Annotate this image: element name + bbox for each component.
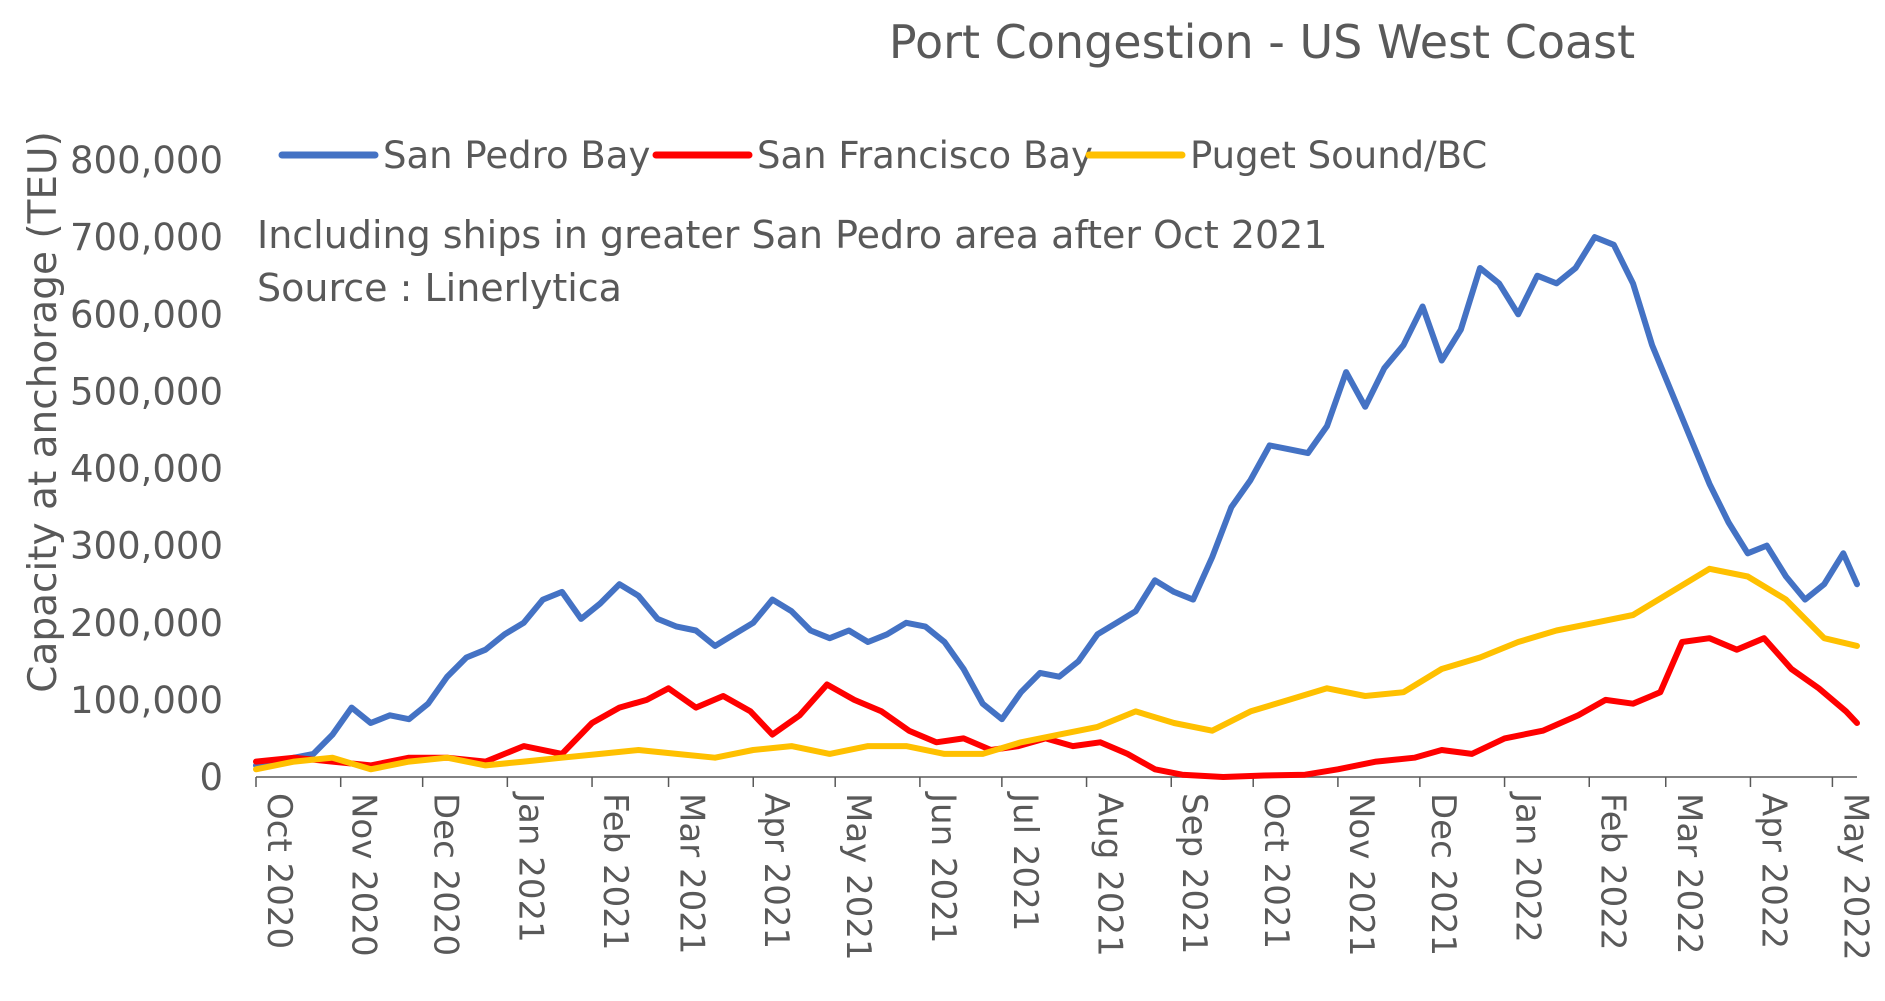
x-tick-label: May 2022 [1835,793,1875,961]
x-tick-label: Nov 2020 [344,793,384,957]
series-line [253,565,1860,773]
y-axis: 0 100,000 200,000 300,000 400,000 500,000 600,… [70,139,223,799]
x-tick-label: Apr 2021 [756,793,796,949]
series-line [253,234,1860,769]
annotation-note: Including ships in greater San Pedro are… [257,213,1328,257]
series-layer [253,234,1860,780]
x-tick-label: May 2021 [838,793,878,961]
y-tick-label: 600,000 [70,293,223,336]
y-tick-label: 500,000 [70,370,223,413]
x-tick-label: Mar 2021 [672,793,712,954]
x-tick-label: Aug 2021 [1090,793,1130,957]
x-tick-label: Nov 2021 [1341,793,1381,957]
x-tick-label: Jul 2021 [1005,791,1045,931]
x-tick-label: Dec 2021 [1423,793,1463,956]
y-tick-label: 700,000 [70,216,223,259]
x-tick-label: Jan 2022 [1508,791,1548,943]
y-tick-label: 400,000 [70,448,223,491]
y-tick-label: 200,000 [70,602,223,645]
legend-label: San Pedro Bay [383,134,650,177]
series-line [253,635,1860,780]
x-tick-label: Feb 2021 [595,793,635,951]
x-tick-label: Jan 2021 [510,791,550,943]
annotation-source: Source : Linerlytica [257,266,622,310]
x-tick-label: Mar 2022 [1669,793,1709,954]
x-tick-label: Oct 2020 [259,793,299,949]
y-axis-label: Capacity at anchorage (TEU) [21,131,66,693]
y-tick-label: 100,000 [70,679,223,722]
y-tick-label: 800,000 [70,139,223,182]
x-tick-label: Sep 2021 [1174,793,1214,954]
x-tick-label: Dec 2020 [426,793,466,956]
y-tick-label: 300,000 [70,525,223,568]
x-tick-label: Apr 2022 [1753,793,1793,949]
legend-label: San Francisco Bay [757,134,1093,177]
legend-label: Puget Sound/BC [1190,134,1487,177]
chart-title: Port Congestion - US West Coast [889,15,1635,69]
x-axis: Oct 2020 Nov 2020 Dec 2020 Jan 2021 Feb 2021… [255,776,1875,961]
x-tick-label: Feb 2022 [1592,793,1632,951]
x-tick-label: Oct 2021 [1256,793,1296,949]
legend: San Pedro Bay San Francisco Bay Puget Soun… [278,134,1487,177]
x-tick-label: Jun 2021 [923,791,963,943]
y-tick-label: 0 [199,756,223,799]
